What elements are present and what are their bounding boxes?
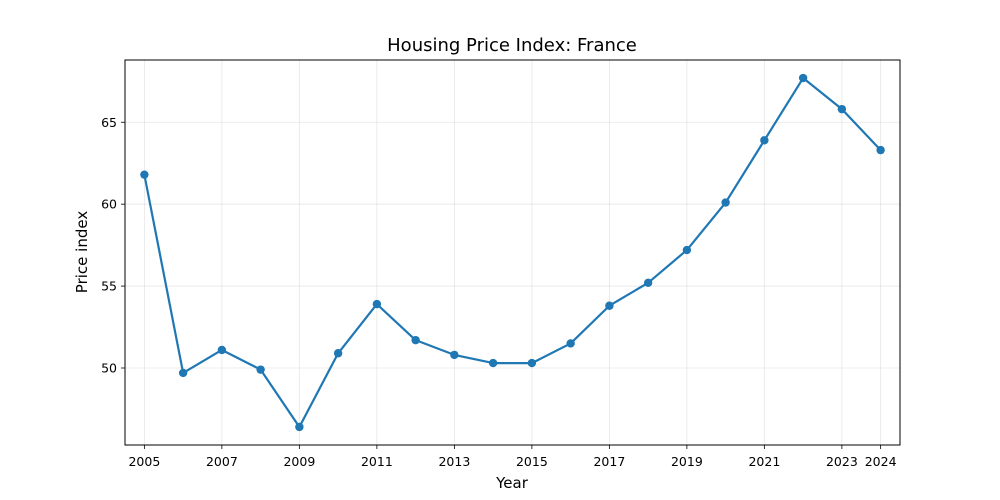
data-point	[411, 335, 420, 345]
data-point	[527, 358, 537, 368]
data-point	[178, 368, 188, 378]
data-point	[837, 104, 847, 114]
data-point	[682, 245, 692, 255]
data-point	[140, 170, 149, 179]
x-tick-label: 2013	[438, 454, 470, 469]
plot-frame	[124, 59, 901, 446]
data-point	[566, 339, 575, 348]
data-point	[721, 198, 730, 207]
y-tick-label: 55	[101, 279, 117, 294]
data-point	[798, 73, 808, 83]
data-point	[450, 350, 459, 360]
data-point	[488, 358, 498, 368]
x-tick-label: 2009	[283, 454, 315, 469]
y-axis-label: Price index	[73, 211, 91, 294]
x-tick-label: 2017	[593, 454, 625, 469]
x-tick-label: 2005	[128, 454, 160, 469]
x-axis-label: Year	[495, 474, 529, 492]
grid	[125, 60, 900, 445]
data-point	[295, 422, 304, 432]
data-point	[333, 349, 343, 358]
data-point	[256, 365, 265, 374]
series-line	[143, 76, 882, 429]
data-point	[217, 345, 227, 355]
data-point	[372, 299, 382, 309]
x-tick-label: 2015	[516, 454, 548, 469]
x-tick-label: 2019	[671, 454, 703, 469]
x-tick-label: 2007	[206, 454, 238, 469]
y-tick-label: 50	[101, 361, 117, 376]
chart-title: Housing Price Index: France	[387, 35, 637, 56]
data-point	[643, 278, 653, 288]
x-tick-label: 2024	[865, 454, 897, 469]
series-layer	[140, 73, 885, 432]
x-tick-label: 2011	[361, 454, 393, 469]
data-point	[876, 145, 885, 155]
data-point	[605, 301, 614, 310]
axis-ticks: 2005 2007 2009 2011 2013 2015 2017 2019 2021 2023…	[101, 115, 896, 469]
x-tick-label: 2021	[748, 454, 780, 469]
y-tick-label: 60	[101, 197, 117, 212]
y-tick-label: 65	[101, 115, 117, 130]
x-tick-label: 2023	[826, 454, 858, 469]
data-point	[760, 136, 769, 145]
